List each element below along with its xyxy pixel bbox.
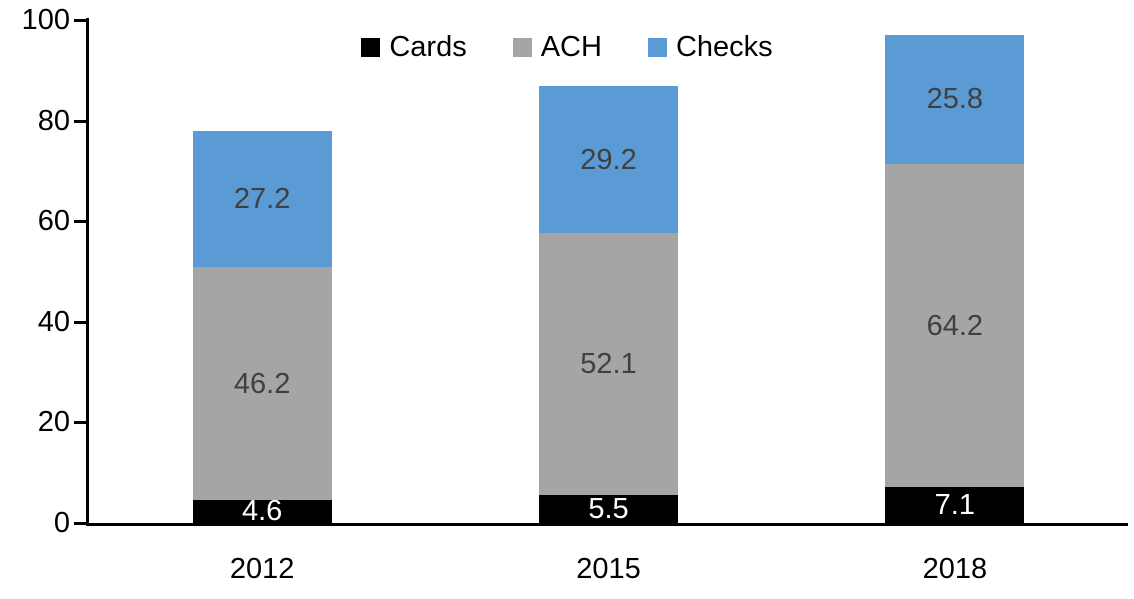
y-axis-line <box>86 18 89 526</box>
data-label: 7.1 <box>934 489 975 522</box>
y-tick-label: 0 <box>53 507 70 539</box>
legend-item-checks: Checks <box>647 29 773 65</box>
x-category-label: 2012 <box>229 553 295 585</box>
data-label: 64.2 <box>926 309 984 342</box>
y-tick-label: 60 <box>37 205 70 238</box>
y-tick-mark <box>74 220 86 224</box>
x-axis-line <box>86 523 1128 526</box>
legend: Cards ACH Checks <box>0 29 1134 65</box>
data-label: 52.1 <box>580 348 637 381</box>
legend-swatch-icon <box>361 37 381 57</box>
bar-segment-cards-2015: 5.5 <box>539 493 678 526</box>
data-label: 46.2 <box>233 367 291 400</box>
legend-swatch-icon <box>512 37 532 57</box>
bar-segment-ach-2015: 52.1 <box>539 233 678 496</box>
bar-segment-cards-2018: 7.1 <box>885 487 1025 523</box>
legend-label: Cards <box>389 31 467 63</box>
data-label: 4.6 <box>241 495 283 528</box>
y-tick-mark <box>74 119 86 123</box>
legend-item-cards: Cards <box>361 29 467 65</box>
x-category-label: 2015 <box>576 553 641 585</box>
y-tick-label: 80 <box>37 104 70 137</box>
bar-segment-checks-2012: 27.2 <box>192 130 332 268</box>
legend-label: Checks <box>675 31 773 63</box>
bar-segment-checks-2018: 25.8 <box>885 34 1025 165</box>
y-tick-label: 100 <box>21 4 70 36</box>
data-label: 5.5 <box>588 493 629 526</box>
bar-segment-checks-2015: 29.2 <box>539 86 678 234</box>
y-tick-label: 40 <box>37 305 70 338</box>
x-category-label: 2018 <box>922 553 988 585</box>
y-tick-mark <box>74 19 86 22</box>
legend-swatch-icon <box>647 37 667 57</box>
data-label: 25.8 <box>926 83 984 116</box>
legend-label: ACH <box>540 31 602 63</box>
bar-segment-ach-2012: 46.2 <box>192 267 332 500</box>
data-label: 27.2 <box>233 183 291 216</box>
y-tick-mark <box>74 421 86 425</box>
y-tick-label: 20 <box>37 406 70 439</box>
legend-item-ach: ACH <box>512 29 602 65</box>
y-tick-mark <box>74 320 86 324</box>
data-label: 29.2 <box>580 143 637 176</box>
y-tick-mark <box>74 522 86 525</box>
bar-segment-cards-2012: 4.6 <box>192 496 332 526</box>
bar-segment-ach-2018: 64.2 <box>885 164 1025 488</box>
